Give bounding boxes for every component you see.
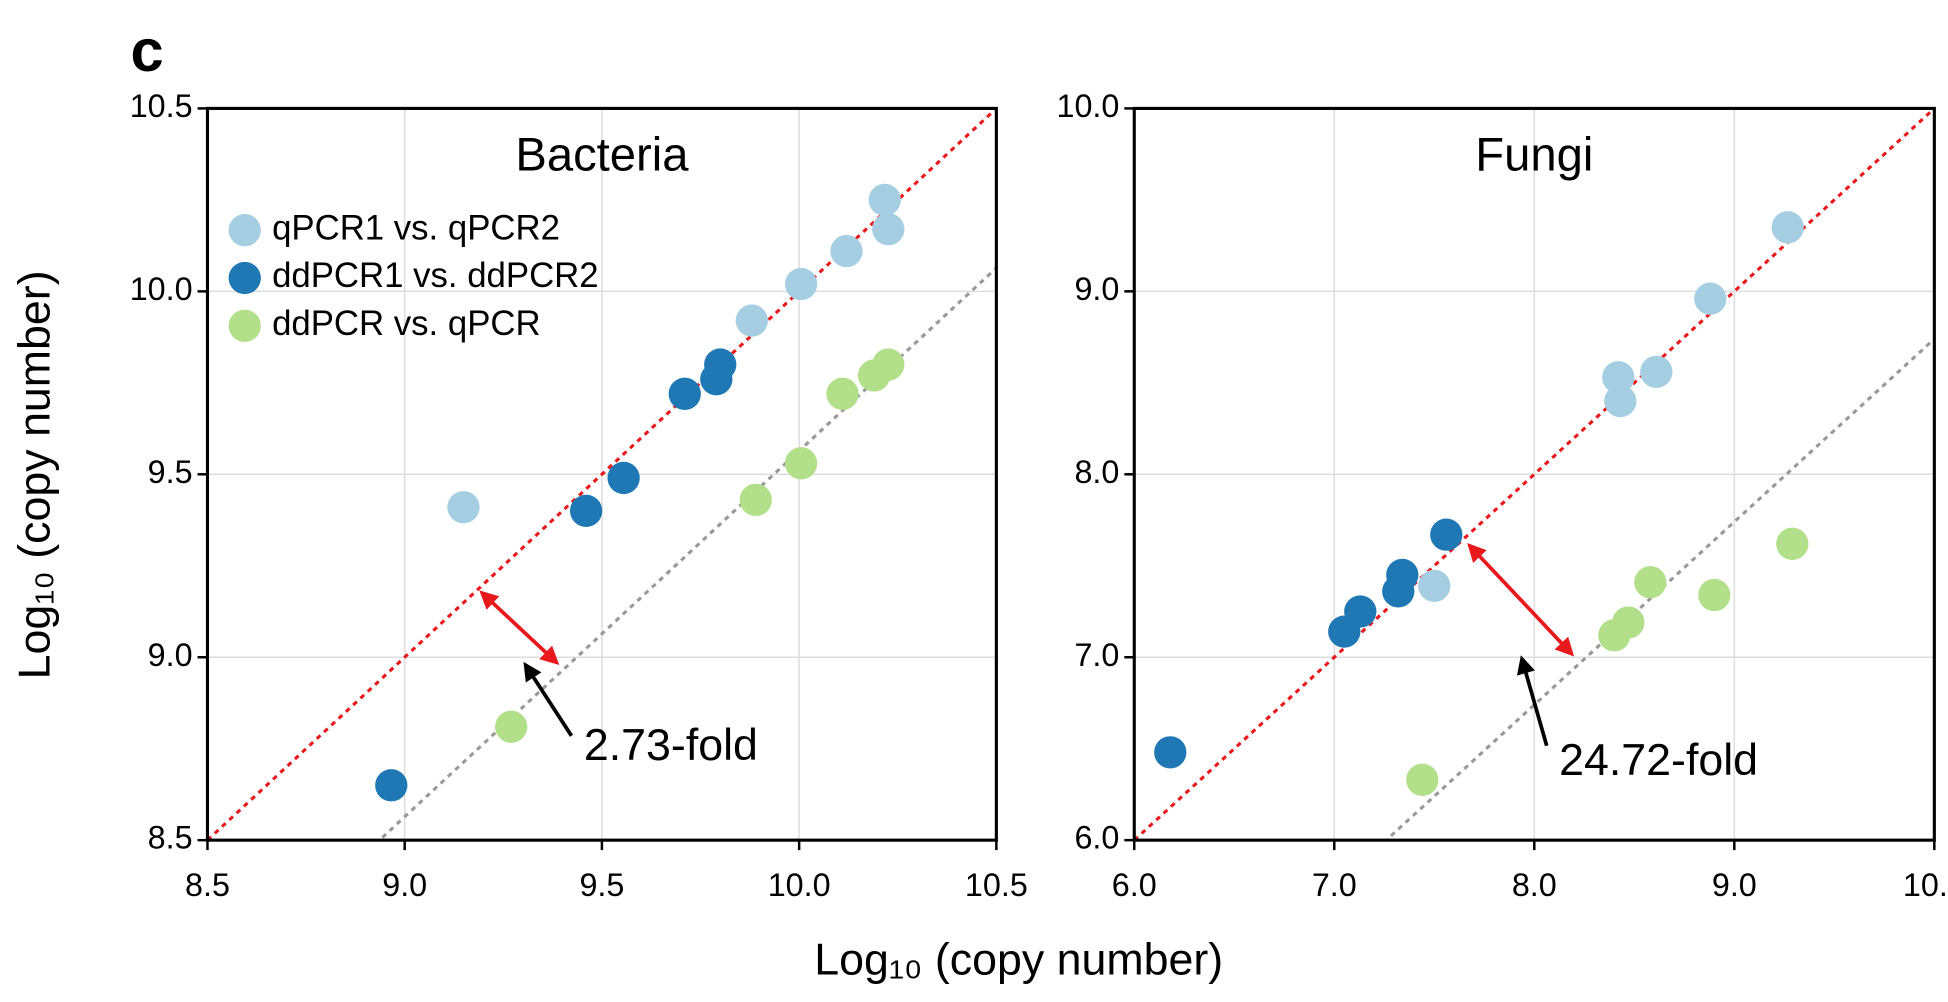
data-point [868,183,901,217]
data-point [1604,384,1637,418]
y-tick-label: 8.5 [148,820,193,856]
legend-marker [228,214,261,247]
x-axis-label: Log₁₀ (copy number) [814,935,1223,984]
y-tick-label: 8.0 [1074,454,1119,490]
data-point [607,461,640,495]
data-point [826,377,859,410]
data-point [872,348,905,381]
legend-label: ddPCR1 vs. ddPCR2 [272,257,599,295]
data-point [1771,211,1804,244]
data-point [704,348,737,381]
data-point [1406,763,1439,796]
data-point [1776,527,1809,560]
x-tick-label: 8.0 [1512,867,1557,903]
data-point [1430,518,1463,551]
x-tick-label: 9.0 [382,867,427,903]
y-tick-label: 6.0 [1074,820,1119,856]
data-point [447,491,480,524]
data-point [495,710,528,743]
data-point [1698,578,1731,612]
data-point [1694,282,1727,315]
x-tick-label: 9.5 [579,867,624,903]
y-tick-label: 9.0 [1074,271,1119,307]
fold-arrow [1467,543,1575,657]
reference-line [1134,108,1935,841]
annotation: 2.73-fold [584,721,758,770]
x-tick-label: 8.5 [185,867,230,903]
y-axis-label: Log₁₀ (copy number) [11,270,60,679]
x-tick-label: 10.0 [1903,867,1948,903]
plot-frame [205,106,998,842]
panel-label: c [130,17,163,84]
chart-title: Bacteria [515,129,689,182]
y-tick-label: 10.0 [130,271,193,307]
x-tick-label: 6.0 [1112,867,1157,903]
legend-label: qPCR1 vs. qPCR2 [272,209,560,247]
data-point [1418,569,1451,603]
reference-lines [1134,108,1935,841]
data-point [739,483,772,517]
y-tick-label: 9.5 [148,454,193,490]
x-tick-label: 7.0 [1312,867,1357,903]
data-point [375,769,408,802]
reference-line [207,108,997,841]
data-point [1634,566,1667,599]
annotation: 24.72-fold [1559,736,1758,785]
data-point [735,304,768,337]
data-point [1386,558,1419,592]
data-point [784,267,818,301]
pointer-arrow [1517,655,1549,747]
reference-line [377,266,997,841]
x-tick-label: 10.0 [768,867,831,903]
plot-frame [1132,106,1936,842]
y-tick-label: 7.0 [1074,637,1119,673]
legend-marker [228,309,261,342]
data-point [1602,361,1635,394]
x-tick-label: 10.5 [965,867,1028,903]
reference-lines [207,108,997,841]
legend-label: ddPCR vs. qPCR [272,305,541,343]
pointer-arrow [523,661,574,737]
data-point [1640,355,1673,388]
chart-title: Fungi [1475,129,1593,182]
data-point [872,213,905,246]
data-point [1344,595,1377,628]
data-point [784,447,818,480]
y-tick-label: 9.0 [148,637,193,673]
data-point [569,494,603,528]
legend-marker [228,261,261,295]
data-point [830,234,863,268]
y-tick-label: 10.5 [130,88,193,124]
data-point [668,377,701,410]
data-point [1154,736,1187,769]
x-tick-label: 9.0 [1712,867,1757,903]
y-tick-label: 10.0 [1056,88,1119,124]
data-point [1612,606,1645,639]
fold-arrow [479,590,560,666]
